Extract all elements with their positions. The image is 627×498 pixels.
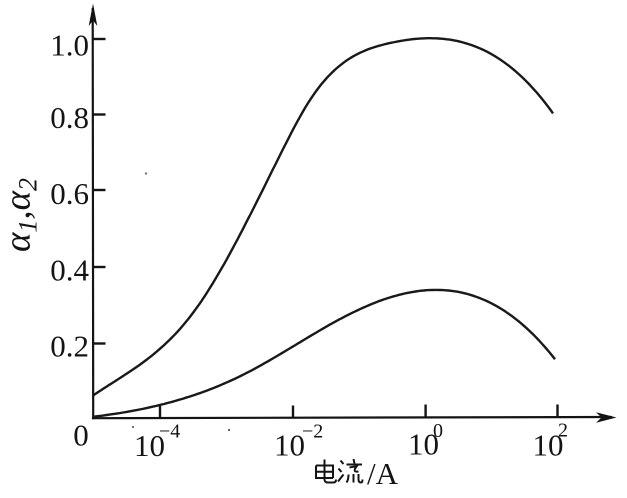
- svg-text:10: 10: [134, 428, 165, 463]
- svg-text:α1,α2: α1,α2: [0, 178, 43, 252]
- svg-text:0: 0: [433, 420, 443, 442]
- svg-text:0.4: 0.4: [50, 253, 89, 288]
- svg-text:1.0: 1.0: [50, 28, 89, 63]
- svg-text:0.8: 0.8: [50, 100, 89, 135]
- svg-text:10: 10: [408, 427, 439, 462]
- svg-text:0: 0: [73, 418, 89, 453]
- svg-text:0.2: 0.2: [50, 329, 89, 364]
- svg-text:2: 2: [558, 420, 568, 442]
- svg-text:10: 10: [533, 428, 564, 463]
- svg-text:/A: /A: [367, 456, 399, 491]
- svg-text:−2: −2: [302, 421, 323, 443]
- svg-text:−4: −4: [159, 421, 180, 443]
- svg-text:0.6: 0.6: [50, 176, 89, 211]
- svg-text:10: 10: [274, 428, 305, 463]
